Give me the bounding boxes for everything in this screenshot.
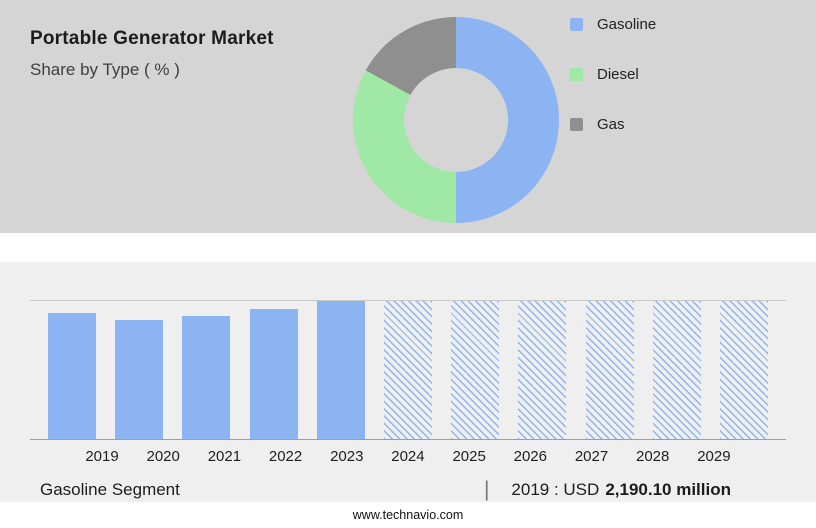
x-label-2028: 2028 xyxy=(636,448,670,465)
donut-hole xyxy=(404,68,508,172)
trend-panel: 2019 2020 2021 2022 2023 2024 2025 2026 2027 2028… xyxy=(0,262,816,502)
footer: www.technavio.com xyxy=(0,502,816,528)
bar-2022 xyxy=(249,309,298,439)
x-label-2025: 2025 xyxy=(452,448,486,465)
x-label-2023: 2023 xyxy=(330,448,364,465)
x-labels: 2019 2020 2021 2022 2023 2024 2025 2026 2027 2028… xyxy=(60,448,756,465)
bar-plot xyxy=(30,300,786,440)
bar-2026 xyxy=(518,301,567,439)
x-label-2022: 2022 xyxy=(268,448,303,465)
website-link[interactable]: www.technavio.com xyxy=(352,508,464,522)
segment-label: Gasoline Segment xyxy=(40,480,180,499)
bar-2019 xyxy=(48,313,96,439)
bar-2020 xyxy=(115,320,164,439)
x-label-2029: 2029 xyxy=(697,448,731,465)
bar-2024 xyxy=(383,301,432,439)
x-label-2021: 2021 xyxy=(207,448,242,465)
bar-2021 xyxy=(182,316,231,439)
legend-swatch-icon xyxy=(570,67,583,81)
bar-2023 xyxy=(316,301,365,439)
summary-value-prefix: 2019 : USD xyxy=(511,480,600,499)
legend-swatch-icon xyxy=(570,117,583,131)
legend-swatch-icon xyxy=(570,17,583,31)
legend-item-gasoline: Gasoline xyxy=(570,15,657,33)
chart-subtitle: Share by Type ( % ) xyxy=(30,60,180,79)
legend-item-diesel: Diesel xyxy=(570,65,656,83)
legend-label: Gasoline xyxy=(597,15,657,33)
x-label-2024: 2024 xyxy=(391,448,425,465)
donut-legend: Gasoline Diesel Gas xyxy=(570,15,657,167)
title-block: Portable Generator Market Share by Type … xyxy=(30,28,274,80)
legend-item-gas: Gas xyxy=(570,115,656,133)
bar-2025 xyxy=(451,301,500,439)
share-by-type-panel: Portable Generator Market Share by Type … xyxy=(0,0,816,233)
bar-2027 xyxy=(585,301,634,439)
summary-divider: | xyxy=(483,478,490,501)
page-title: Portable Generator Market xyxy=(30,28,274,49)
bar-chart: 2019 2020 2021 2022 2023 2024 2025 2026 2027 2028… xyxy=(30,300,786,465)
summary-row: Gasoline Segment | 2019 : USD 2,190.10 m… xyxy=(40,478,731,502)
legend-label: Gas xyxy=(597,115,625,133)
x-label-2020: 2020 xyxy=(146,448,180,465)
x-label-2027: 2027 xyxy=(574,448,609,465)
summary-value: 2,190.10 million xyxy=(605,480,731,499)
x-label-2019: 2019 xyxy=(85,448,119,465)
donut-chart xyxy=(353,17,559,223)
bar-2028 xyxy=(652,301,701,439)
legend-label: Diesel xyxy=(597,65,639,83)
x-label-2026: 2026 xyxy=(513,448,547,465)
panel-divider xyxy=(0,233,816,262)
bar-2029 xyxy=(719,301,768,439)
